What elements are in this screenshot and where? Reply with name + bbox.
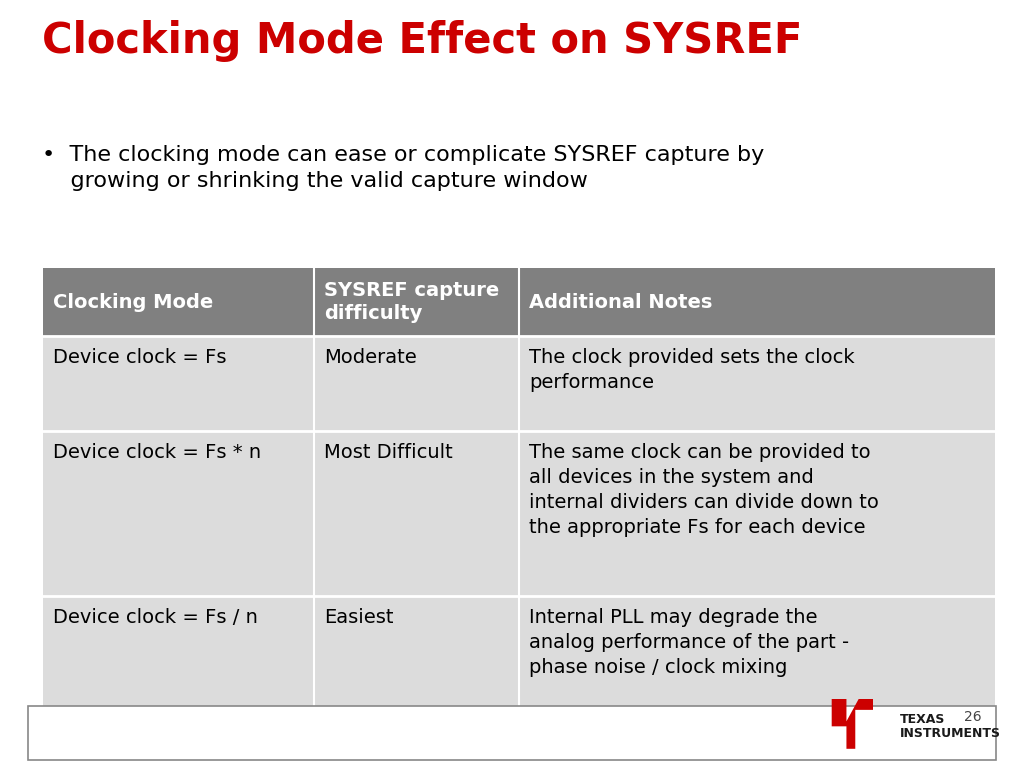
Text: Easiest: Easiest [325,608,394,627]
Bar [43,268,995,336]
Text: 26: 26 [965,710,982,724]
Text: The same clock can be provided to
all devices in the system and
internal divider: The same clock can be provided to all de… [529,443,879,537]
Text: Device clock = Fs / n: Device clock = Fs / n [53,608,258,627]
Text: Moderate: Moderate [325,348,417,367]
Text: Clocking Mode: Clocking Mode [53,293,213,312]
Text: •  The clocking mode can ease or complicate SYSREF capture by: • The clocking mode can ease or complica… [42,145,764,165]
Text: growing or shrinking the valid capture window: growing or shrinking the valid capture w… [42,171,588,191]
Text: Most Difficult: Most Difficult [325,443,454,462]
Text: Additional Notes: Additional Notes [529,293,713,312]
Text: Internal PLL may degrade the
analog performance of the part -
phase noise / cloc: Internal PLL may degrade the analog perf… [529,608,849,677]
Bar [43,596,995,736]
Text: SYSREF capture
difficulty: SYSREF capture difficulty [325,281,500,323]
Polygon shape [831,699,873,749]
Text: Clocking Mode Effect on SYSREF: Clocking Mode Effect on SYSREF [42,20,803,62]
Text: Device clock = Fs: Device clock = Fs [53,348,226,367]
Bar [43,431,995,596]
Text: TEXAS
INSTRUMENTS: TEXAS INSTRUMENTS [900,713,1001,740]
Bar [28,706,996,760]
Text: The clock provided sets the clock
performance: The clock provided sets the clock perfor… [529,348,855,392]
Bar [43,336,995,431]
Text: Device clock = Fs * n: Device clock = Fs * n [53,443,261,462]
